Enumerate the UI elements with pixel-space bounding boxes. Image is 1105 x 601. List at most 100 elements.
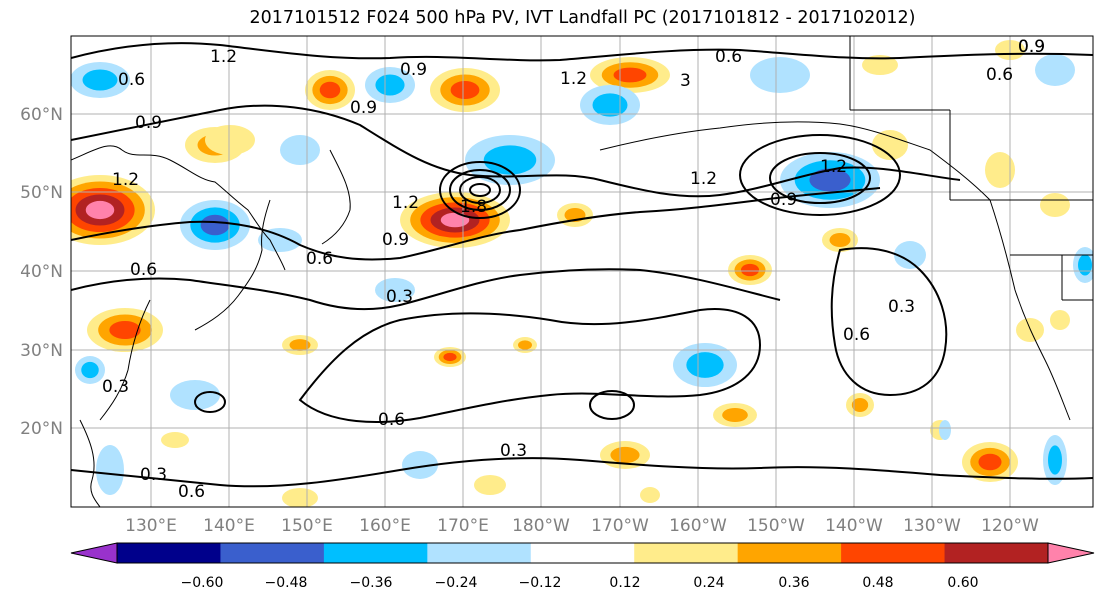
colorbar-tick-label: −0.48 [265, 575, 308, 591]
colorbar [70, 542, 1095, 564]
colorbar-tick-label: −0.60 [181, 575, 224, 591]
lon-label: 180°W [512, 516, 570, 536]
negative-anomaly [686, 352, 724, 378]
lat-label: 30°N [20, 341, 63, 361]
colorbar-segment [117, 543, 221, 563]
negative-anomaly [81, 361, 99, 379]
negative-anomaly [82, 69, 118, 91]
kamchatka-coast [321, 149, 351, 245]
colorbar-tick-labels: −0.60 −0.48 −0.36 −0.24 −0.12 0.12 0.24 … [181, 575, 979, 591]
colorbar-tick-label: −0.12 [519, 575, 562, 591]
negative-anomaly [170, 380, 220, 410]
north-america-coast [989, 199, 1071, 421]
colorbar-segment [841, 543, 946, 563]
contour-label: 0.9 [400, 60, 427, 80]
colorbar-tick-label: 0.12 [609, 575, 640, 591]
lon-label: 140°W [825, 516, 883, 536]
positive-anomaly [319, 81, 341, 99]
contour-line-3 [71, 187, 881, 261]
contour-label: 0.6 [118, 70, 145, 90]
colorbar-segment [220, 543, 325, 563]
positive-anomaly [1050, 310, 1070, 330]
contour-label: 0.9 [382, 230, 409, 250]
lon-label: 150°E [281, 516, 333, 536]
contour-ring-2 [449, 169, 511, 211]
contour-label: 0.6 [130, 260, 157, 280]
positive-anomaly [610, 446, 640, 464]
contour-label: 0.6 [178, 482, 205, 502]
positive-anomaly [851, 398, 869, 412]
colorbar-segment [323, 543, 428, 563]
japan-coast [194, 199, 271, 331]
longitude-labels: 130°E 140°E 150°E 160°E 170°E 180°W 170°… [125, 516, 1039, 536]
contour-closed-east [830, 247, 948, 397]
positive-anomaly [1040, 193, 1070, 217]
state-borders [1010, 254, 1093, 301]
positive-anomaly [205, 125, 255, 155]
lon-label: 120°W [981, 516, 1039, 536]
negative-anomaly [375, 74, 405, 96]
negative-anomaly [1048, 445, 1062, 475]
positive-anomaly [518, 340, 532, 350]
lat-label: 20°N [20, 419, 63, 439]
latitude-labels: 60°N 50°N 40°N 30°N 20°N [20, 105, 63, 439]
colorbar-tick-label: 0.36 [778, 575, 809, 591]
positive-anomaly [722, 408, 748, 422]
positive-anomaly [450, 80, 480, 100]
contour-label: 0.3 [500, 441, 527, 461]
lon-label: 140°E [203, 516, 255, 536]
positive-anomaly [443, 352, 457, 362]
positive-anomaly [161, 432, 189, 448]
negative-anomaly [592, 93, 628, 117]
positive-anomaly [282, 488, 318, 507]
colorbar-tick-label: 0.48 [862, 575, 893, 591]
contour-line-upper [71, 42, 1093, 62]
lat-label: 50°N [20, 183, 63, 203]
positive-anomaly [289, 339, 311, 351]
contour-label: 0.6 [306, 249, 333, 269]
contour-label: 0.6 [986, 65, 1013, 85]
negative-anomaly [1078, 254, 1092, 276]
positive-anomaly [829, 233, 851, 247]
positive-anomaly [740, 263, 760, 277]
graticule [71, 36, 1093, 507]
asia-coast [71, 145, 286, 271]
negative-anomaly [96, 445, 124, 495]
contour-ring-4 [469, 183, 491, 197]
colorbar-tick-label: −0.24 [435, 575, 478, 591]
colorbar-segment [530, 543, 635, 563]
contour-line-4 [71, 268, 781, 311]
negative-anomaly [809, 168, 851, 192]
negative-anomaly [939, 420, 951, 440]
contour-label: 0.3 [140, 465, 167, 485]
contour-ring-1 [439, 161, 521, 219]
positive-anomaly [978, 453, 1002, 471]
positive-anomaly [872, 130, 908, 160]
negative-anomaly [1035, 54, 1075, 86]
contour-ring-alaska-2 [769, 152, 871, 204]
negative-anomaly [258, 228, 302, 252]
contour-label: 1.8 [460, 197, 487, 217]
philippines-coast [79, 419, 101, 507]
colorbar-tick-label: −0.36 [350, 575, 393, 591]
contour-ring-3 [459, 176, 501, 204]
contour-label: 0.6 [378, 410, 405, 430]
colorbar-tick-label: 0.60 [947, 575, 978, 591]
negative-anomaly [483, 145, 537, 175]
negative-anomaly [402, 451, 438, 479]
lat-label: 60°N [20, 105, 63, 125]
contour-label: 0.9 [1018, 37, 1045, 57]
alaska-coast [599, 121, 991, 201]
contour-label: 0.3 [386, 287, 413, 307]
contour-ring-alaska-1 [739, 134, 901, 216]
positive-anomaly [440, 212, 470, 228]
lon-label: 130°W [903, 516, 961, 536]
map-title: 2017101512 F024 500 hPa PV, IVT Landfall… [249, 8, 916, 28]
pv-contours [71, 42, 1093, 488]
contour-labels: 1.2 0.6 0.9 0.6 0.9 1.2 1.2 0.9 0.6 1.2 … [102, 37, 1045, 502]
lon-label: 170°E [437, 516, 489, 536]
contour-label: 1.2 [392, 193, 419, 213]
colorbar-extend-min [70, 542, 118, 564]
contour-label: 1.2 [112, 170, 139, 190]
